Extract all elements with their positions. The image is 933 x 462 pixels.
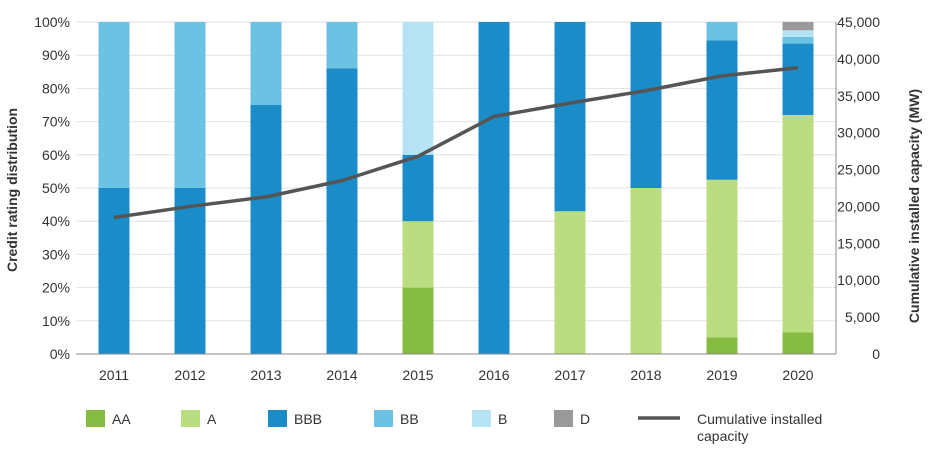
axes [76,22,837,355]
bar-bb-2011 [98,22,130,188]
x-tick-label: 2020 [782,367,813,383]
bar-bbb-2017 [554,22,586,212]
bar-a-2015 [402,221,434,288]
y2-tick-label: 15,000 [837,235,880,251]
y2-tick-label: 40,000 [837,51,880,67]
legend-label: BBB [294,411,322,427]
bar-bb-2014 [326,22,358,69]
bar-a-2019 [706,179,738,338]
y-axis-label: Credit rating distribution [4,108,20,272]
legend-swatch-bbb [268,410,287,427]
bar-bbb-2015 [402,154,434,222]
bar-bbb-2012 [174,188,206,354]
y-tick-label: 90% [42,47,70,63]
y-tick-label: 30% [42,246,70,262]
y2-tick-label: 0 [872,346,880,362]
y2-tick-label: 30,000 [837,125,880,141]
bar-bbb-2013 [250,105,282,354]
legend-swatch-bb [374,410,393,427]
y2-tick-label: 35,000 [837,88,880,104]
y-tick-label: 100% [34,14,70,30]
bar-aa-2015 [402,287,434,354]
legend-swatch-a [181,410,200,427]
legend-label: B [498,411,507,427]
x-tick-label: 2015 [402,367,433,383]
x-tick-label: 2017 [554,367,585,383]
capacity-line [113,66,799,220]
x-tick-label: 2014 [326,367,357,383]
legend-label: BB [400,411,419,427]
bar-aa-2020 [782,332,814,354]
legend: AA A BBB BB B D Cumulative installed capacity [86,410,822,444]
x-tick-label: 2013 [250,367,281,383]
legend-label: AA [112,411,131,427]
bar-a-2017 [554,211,586,354]
legend-swatch-b [472,410,491,427]
bar-bbb-2018 [630,22,662,188]
bar-d-2020 [782,22,814,31]
y-tick-label: 60% [42,147,70,163]
legend-swatch-aa [86,410,105,427]
y-tick-label: 0% [50,346,70,362]
legend-line-label: Cumulative installed capacity [697,411,822,444]
y-tick-label: 70% [42,114,70,130]
bar-bbb-2014 [326,68,358,354]
x-tick-label: 2018 [630,367,661,383]
bar-a-2020 [782,114,814,333]
capacity-line-layer [113,66,799,220]
x-axis-ticks: 2011 2012 2013 2014 2015 2016 2017 2018 2019 2020 [99,367,814,383]
y-tick-label: 40% [42,213,70,229]
x-tick-label: 2012 [174,367,205,383]
y2-tick-label: 20,000 [837,198,880,214]
legend-label: A [207,411,217,427]
bar-b-2020 [782,30,814,37]
bar-a-2018 [630,188,662,354]
y-tick-label: 20% [42,280,70,296]
bar-bb-2020 [782,36,814,44]
y2-tick-label: 45,000 [837,14,880,30]
legend-label: D [580,411,590,427]
legend-swatch-d [554,410,573,427]
y2-axis-label: Cumulative installed capacity (MW) [906,89,922,323]
bar-b-2015 [402,22,434,155]
bar-bb-2012 [174,22,206,188]
y-tick-label: 50% [42,180,70,196]
bar-bbb-2016 [478,22,510,354]
bar-bbb-2011 [98,188,130,354]
bar-bbb-2020 [782,43,814,115]
bar-bb-2013 [250,22,282,105]
bar-aa-2019 [706,337,738,354]
x-tick-label: 2019 [706,367,737,383]
left-axis-ticks: 0% 10% 20% 30% 40% 50% 60% 70% 80% 90% 100% [34,14,70,362]
y2-tick-label: 5,000 [845,309,880,325]
x-tick-label: 2016 [478,367,509,383]
x-tick-label: 2011 [99,367,129,383]
y2-tick-label: 25,000 [837,162,880,178]
y-tick-label: 10% [42,313,70,329]
right-axis-ticks: 0 5,000 10,000 15,000 20,000 25,000 30,000 35,0… [837,14,880,362]
bar-bbb-2019 [706,40,738,180]
bar-bb-2019 [706,22,738,41]
y-tick-label: 80% [42,80,70,96]
stacked-bars [98,22,814,354]
y2-tick-label: 10,000 [837,272,880,288]
